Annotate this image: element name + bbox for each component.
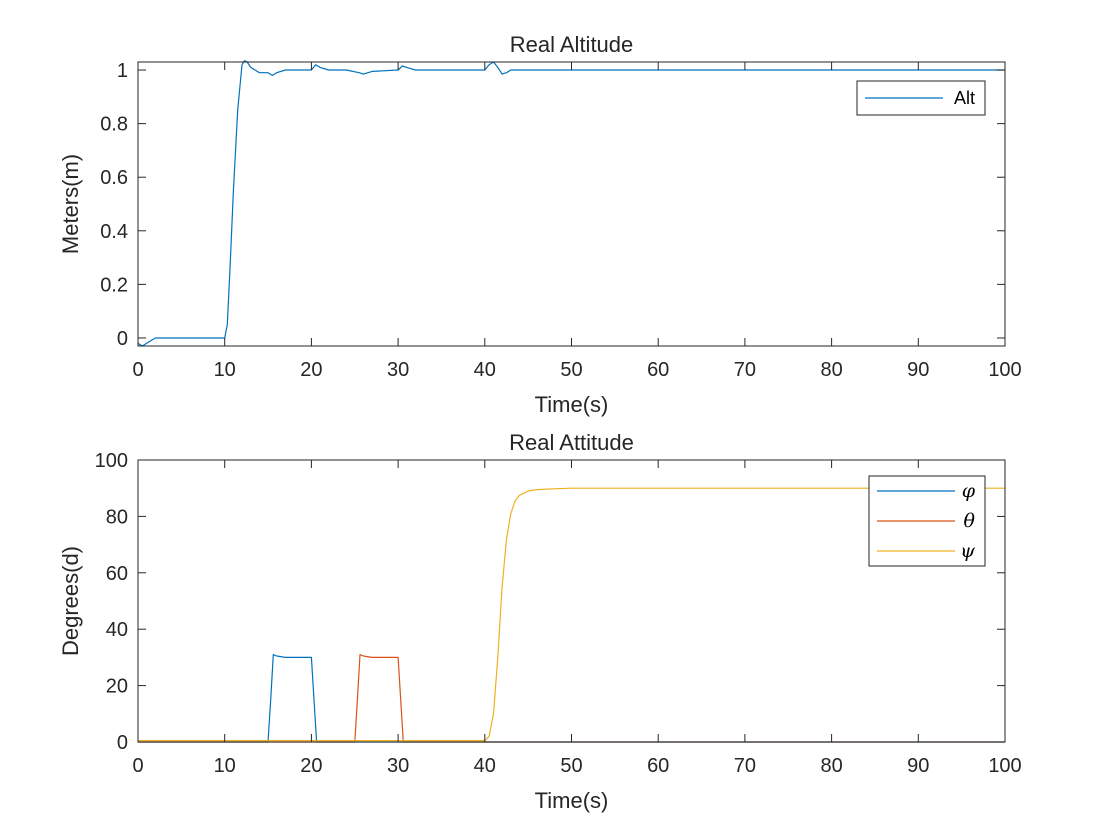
legend-label-2: θ [964,510,976,532]
x-axis-label: Time(s) [535,788,609,813]
x-tick-label: 70 [734,359,756,381]
x-tick-label: 50 [560,359,582,381]
y-tick-label: 0.6 [100,167,128,189]
x-tick-label: 30 [387,755,409,777]
y-tick-label: 0.2 [100,274,128,296]
y-axis-label: Degrees(d) [58,546,83,656]
x-tick-label: 60 [647,755,669,777]
subplot-1: 0 10 20 30 40 50 60 70 80 90 100 0 0.2 0.4 0.6 0.8 1 Real… [58,32,1022,417]
x-tick-label: 60 [647,359,669,381]
x-tick-label: 40 [474,755,496,777]
chart-title: Real Attitude [509,430,634,455]
y-tick-label: 0 [117,732,128,754]
series-line-3 [138,487,1005,742]
x-tick-label: 20 [300,755,322,777]
x-tick-label: 10 [214,359,236,381]
x-tick-label: 80 [820,359,842,381]
plot-area [138,460,1005,742]
legend-label-1: φ [962,480,976,502]
y-tick-label: 0.4 [100,221,128,243]
x-tick-label: 90 [907,359,929,381]
x-tick-label: 40 [474,359,496,381]
subplot-2: 0 10 20 30 40 50 60 70 80 90 100 0 20 40 60 80 100 Real A… [58,430,1022,813]
legend-label-1: Alt [954,88,975,108]
x-tick-label: 50 [560,755,582,777]
y-tick-label: 1 [117,60,128,82]
y-tick-label: 0.8 [100,114,128,136]
x-tick-label: 30 [387,359,409,381]
x-tick-label: 10 [214,755,236,777]
x-tick-label: 100 [988,359,1021,381]
x-axis-label: Time(s) [535,392,609,417]
chart-title: Real Altitude [510,32,634,57]
y-tick-label: 60 [106,563,128,585]
y-tick-label: 80 [106,506,128,528]
y-tick-label: 40 [106,619,128,641]
x-tick-label: 0 [132,359,143,381]
legend: Alt [856,80,986,116]
x-tick-label: 0 [132,755,143,777]
y-axis-label: Meters(m) [58,154,83,254]
x-tick-label: 90 [907,755,929,777]
x-tick-label: 70 [734,755,756,777]
legend-label-3: ψ [960,540,976,562]
y-tick-label: 100 [95,450,128,472]
y-tick-label: 0 [117,328,128,350]
legend: φθψ [868,475,986,567]
x-tick-label: 80 [820,755,842,777]
y-tick-label: 20 [106,676,128,698]
x-tick-label: 20 [300,359,322,381]
x-tick-label: 100 [988,755,1021,777]
